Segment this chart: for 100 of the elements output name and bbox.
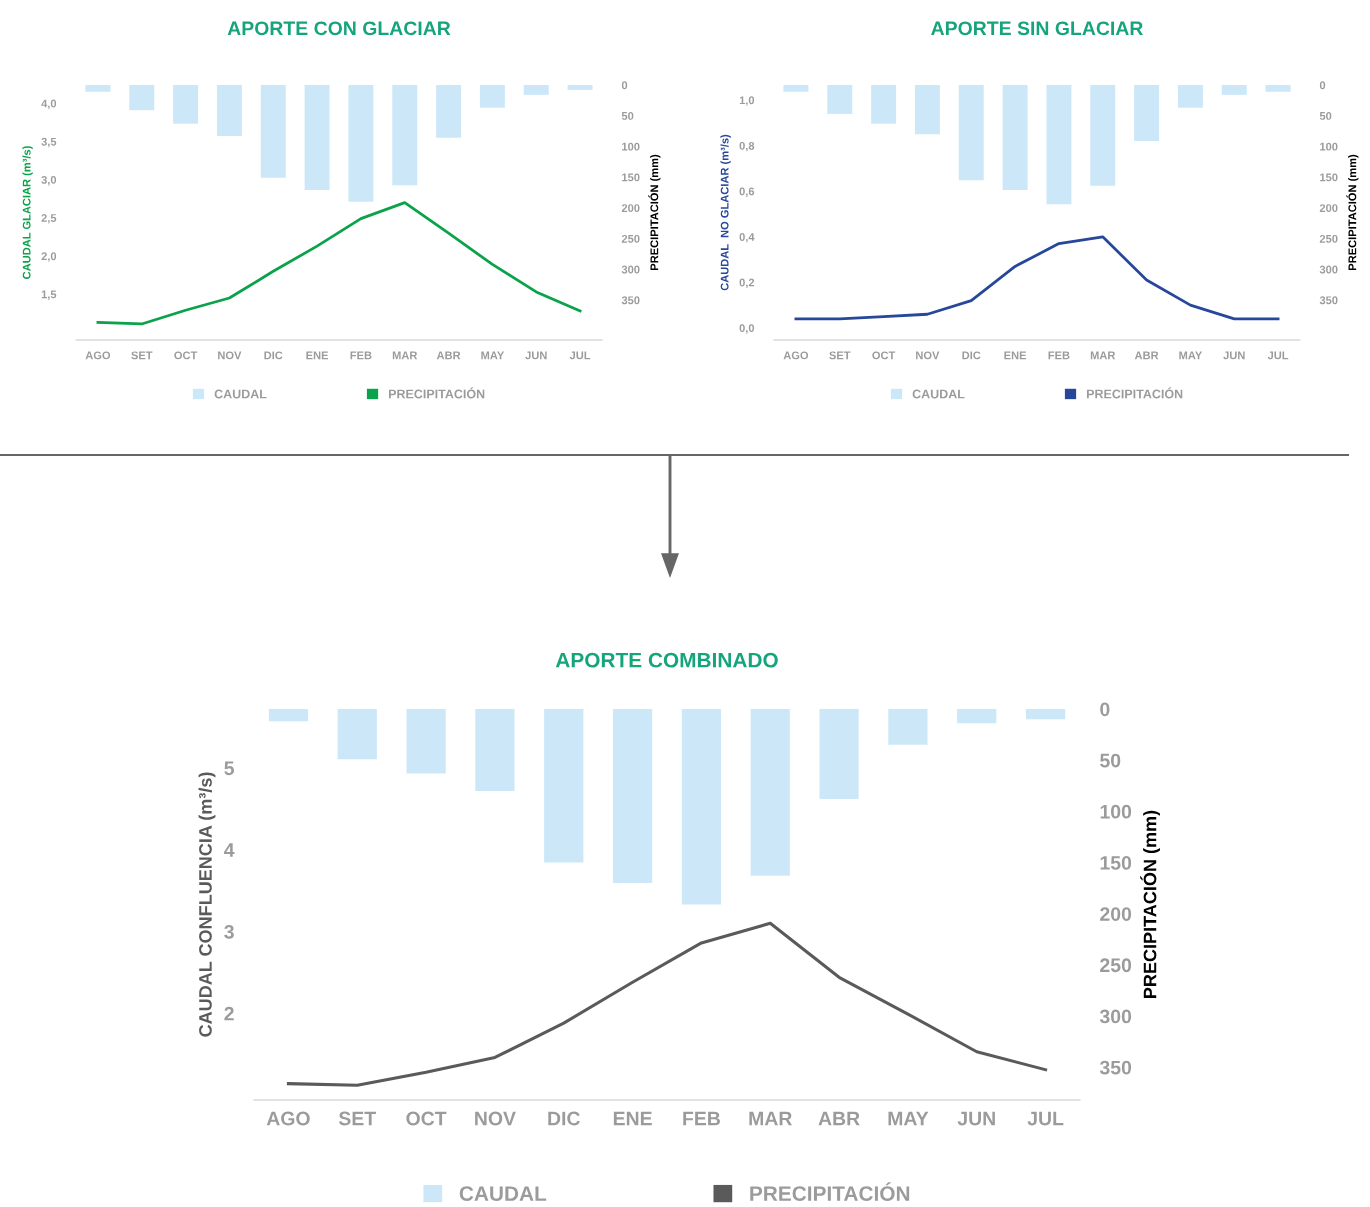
y2-tick-label: 0 [1319, 81, 1326, 90]
x-tick-label: JUN [525, 351, 547, 360]
bar [436, 85, 462, 138]
bar [567, 85, 593, 90]
x-tick-label: AGO [266, 1111, 310, 1126]
x-tick-label: JUL [569, 351, 591, 360]
line-series [96, 201, 582, 326]
x-tick-label: SET [829, 351, 851, 360]
bar [475, 709, 515, 791]
chart-title: APORTE CON GLACIAR [227, 21, 451, 36]
legend-label: PRECIPITACIÓN [1086, 387, 1183, 399]
bar [612, 709, 653, 884]
y2-tick-label: 350 [1319, 296, 1338, 305]
x-tick-label: NOV [475, 1111, 516, 1126]
y-tick-label: 3,0 [41, 175, 57, 186]
bar [406, 709, 446, 774]
y-tick-label: 2 [224, 1006, 234, 1021]
bar [392, 85, 418, 186]
x-tick-label: FEB [350, 351, 372, 360]
y-tick-label: 1,5 [41, 290, 57, 300]
x-tick-label: DIC [962, 351, 981, 360]
x-tick-label: MAR [1090, 351, 1116, 360]
x-tick-label: OCT [872, 351, 896, 360]
x-tick-label: ABR [818, 1111, 860, 1126]
y2-axis-title: PRECIPITACIÓN (mm) [1346, 154, 1359, 270]
y-tick-label: 0,8 [739, 141, 755, 152]
y-axis-title: CAUDAL GLACIAR (m³/s) [22, 146, 33, 279]
y-tick-label: 5 [224, 761, 235, 776]
y2-tick-label: 250 [1319, 234, 1338, 243]
x-tick-label: ENE [1004, 351, 1027, 360]
legend-label: PRECIPITACIÓN [750, 1182, 910, 1201]
y-tick-label: 3 [224, 924, 234, 939]
y-tick-label: 1,0 [739, 96, 755, 106]
y2-tick-label: 300 [1319, 265, 1338, 274]
bar [85, 85, 111, 92]
bar [348, 85, 374, 202]
x-tick-label: FEB [1048, 351, 1070, 360]
y2-tick-label: 250 [621, 234, 640, 243]
x-tick-label: SET [338, 1111, 376, 1126]
y-tick-label: 0,6 [739, 187, 755, 197]
y2-tick-label: 0 [1100, 702, 1110, 717]
y-tick-label: 0,2 [739, 278, 755, 289]
y-tick-label: 4 [224, 843, 235, 857]
bar [819, 709, 859, 800]
y2-tick-label: 150 [1320, 173, 1338, 182]
bar [1177, 85, 1203, 108]
bar [1002, 85, 1028, 191]
y2-tick-label: 200 [621, 204, 640, 213]
y2-tick-label: 150 [622, 173, 640, 182]
chart-title: APORTE SIN GLACIAR [931, 21, 1144, 36]
bar [871, 85, 897, 124]
y2-tick-label: 300 [1099, 1009, 1132, 1024]
bar [304, 85, 330, 191]
x-tick-label: JUL [1027, 1111, 1064, 1126]
bar [479, 85, 505, 108]
chart-title: APORTE COMBINADO [555, 652, 778, 668]
x-tick-label: DIC [548, 1111, 580, 1126]
bar [1090, 85, 1116, 186]
line-series [794, 235, 1280, 321]
bar [523, 85, 549, 95]
bar [1046, 85, 1072, 205]
y-tick-label: 0,0 [739, 324, 755, 334]
y-tick-label: 0,4 [739, 233, 755, 243]
bar [1025, 709, 1066, 720]
bar [260, 85, 286, 178]
bar [914, 85, 940, 135]
bar [783, 85, 809, 92]
bar [958, 85, 984, 181]
y2-tick-label: 300 [621, 265, 640, 274]
y-axis-title: CAUDAL CONFLUENCIA (m³/s) [198, 772, 216, 1037]
x-tick-label: MAY [888, 1111, 929, 1126]
y2-tick-label: 150 [1100, 856, 1132, 870]
bar [544, 709, 584, 863]
bar [957, 709, 997, 724]
y-tick-label: 3,5 [41, 137, 57, 148]
y2-tick-label: 100 [1320, 142, 1338, 151]
bar [1221, 85, 1247, 95]
y2-tick-label: 50 [1100, 753, 1121, 768]
x-tick-label: JUL [1267, 351, 1289, 360]
bar [888, 709, 928, 745]
bar [216, 85, 242, 136]
x-tick-label: MAY [1179, 351, 1203, 360]
legend-label: CAUDAL [214, 389, 267, 399]
y2-tick-label: 350 [1099, 1060, 1132, 1075]
x-tick-label: NOV [218, 351, 242, 360]
x-tick-label: OCT [406, 1111, 447, 1126]
y-tick-label: 2,5 [41, 214, 57, 224]
x-tick-label: NOV [916, 351, 940, 360]
line-series [286, 921, 1048, 1087]
x-tick-label: JUN [957, 1111, 995, 1126]
x-tick-label: SET [131, 351, 153, 360]
x-tick-label: ABR [436, 351, 461, 360]
y2-tick-label: 0 [621, 81, 628, 90]
legend-label: CAUDAL [912, 389, 965, 399]
y-tick-label: 2,0 [41, 252, 57, 262]
bar [173, 85, 199, 124]
y2-tick-label: 100 [1100, 804, 1132, 819]
y2-tick-label: 350 [621, 296, 640, 305]
y-tick-label: 4,0 [41, 99, 57, 110]
y2-tick-label: 200 [1100, 907, 1132, 921]
